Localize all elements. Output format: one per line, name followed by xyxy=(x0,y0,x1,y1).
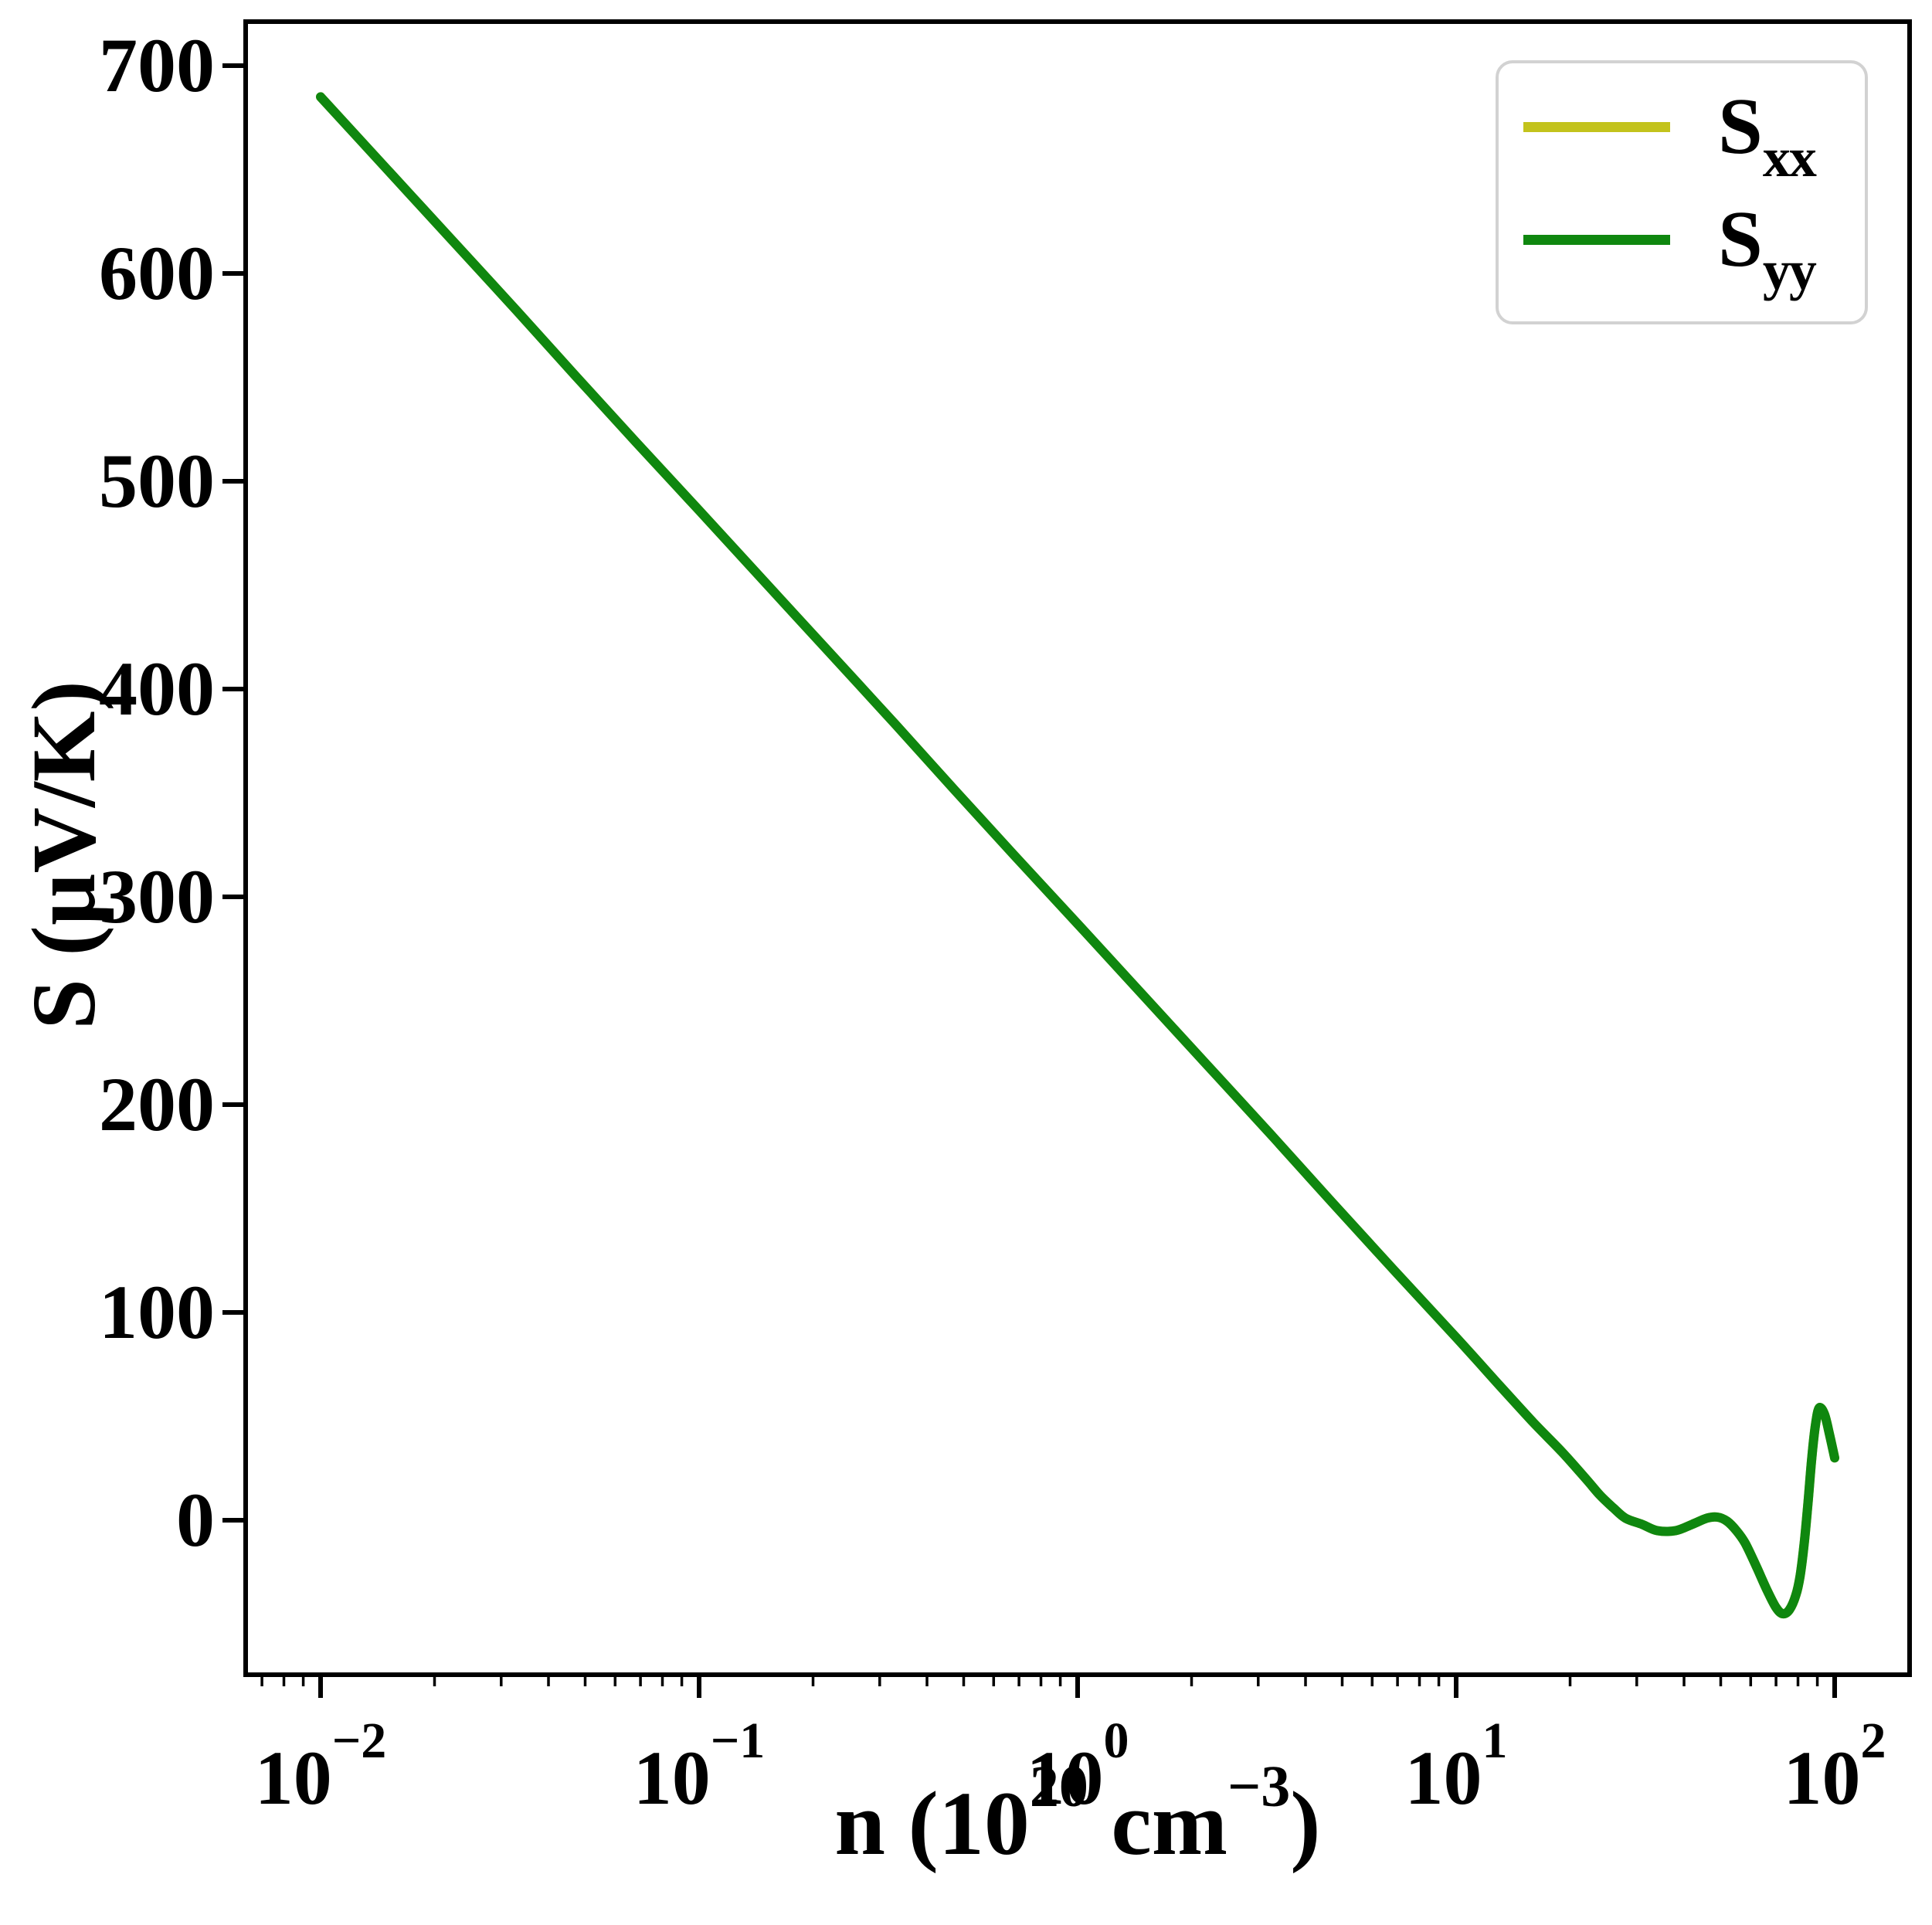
y-tick-label: 700 xyxy=(99,22,215,108)
y-tick-label: 500 xyxy=(99,438,215,524)
y-tick-label: 400 xyxy=(99,646,215,732)
legend-label-syy-main: S xyxy=(1718,195,1763,283)
legend-entry-sxx: Sxx xyxy=(1499,73,1865,186)
y-tick-label: 600 xyxy=(99,230,215,316)
syy-line-swatch xyxy=(1523,234,1670,245)
x-tick-label: 102 xyxy=(1783,1713,1886,1821)
legend-label-syy: Syy xyxy=(1718,199,1817,299)
y-tick-label: 200 xyxy=(99,1061,215,1147)
series-line-syy xyxy=(316,92,1839,1619)
x-tick-label: 10−1 xyxy=(633,1713,766,1821)
x-axis-label-suffix: ) xyxy=(1290,1773,1321,1874)
plot-spines xyxy=(243,19,1912,1677)
x-tick-label: 100 xyxy=(1026,1713,1129,1821)
x-axis-label-prefix: n (10 xyxy=(834,1773,1030,1874)
x-axis-label-exponent-minus3: −3 xyxy=(1227,1754,1291,1819)
sxx-line-swatch xyxy=(1523,121,1670,132)
legend-label-sxx-main: S xyxy=(1718,82,1763,171)
legend-label-sxx: Sxx xyxy=(1718,87,1817,186)
legend-entry-syy: Syy xyxy=(1499,185,1865,299)
x-axis-label-unit: cm xyxy=(1088,1773,1227,1874)
y-tick-label: 100 xyxy=(99,1269,215,1355)
x-tick-label: 10−2 xyxy=(254,1713,387,1821)
x-axis-label: n (1020 cm−3) xyxy=(834,1754,1321,1879)
legend-label-syy-subscript: yy xyxy=(1762,239,1817,301)
y-tick-label: 300 xyxy=(99,854,215,939)
x-axis-label-exponent-20: 20 xyxy=(1029,1754,1088,1819)
legend: Sxx Syy xyxy=(1496,60,1868,324)
x-tick-label: 101 xyxy=(1404,1713,1508,1821)
y-tick-label: 0 xyxy=(176,1477,215,1563)
legend-label-sxx-subscript: xx xyxy=(1762,127,1817,188)
